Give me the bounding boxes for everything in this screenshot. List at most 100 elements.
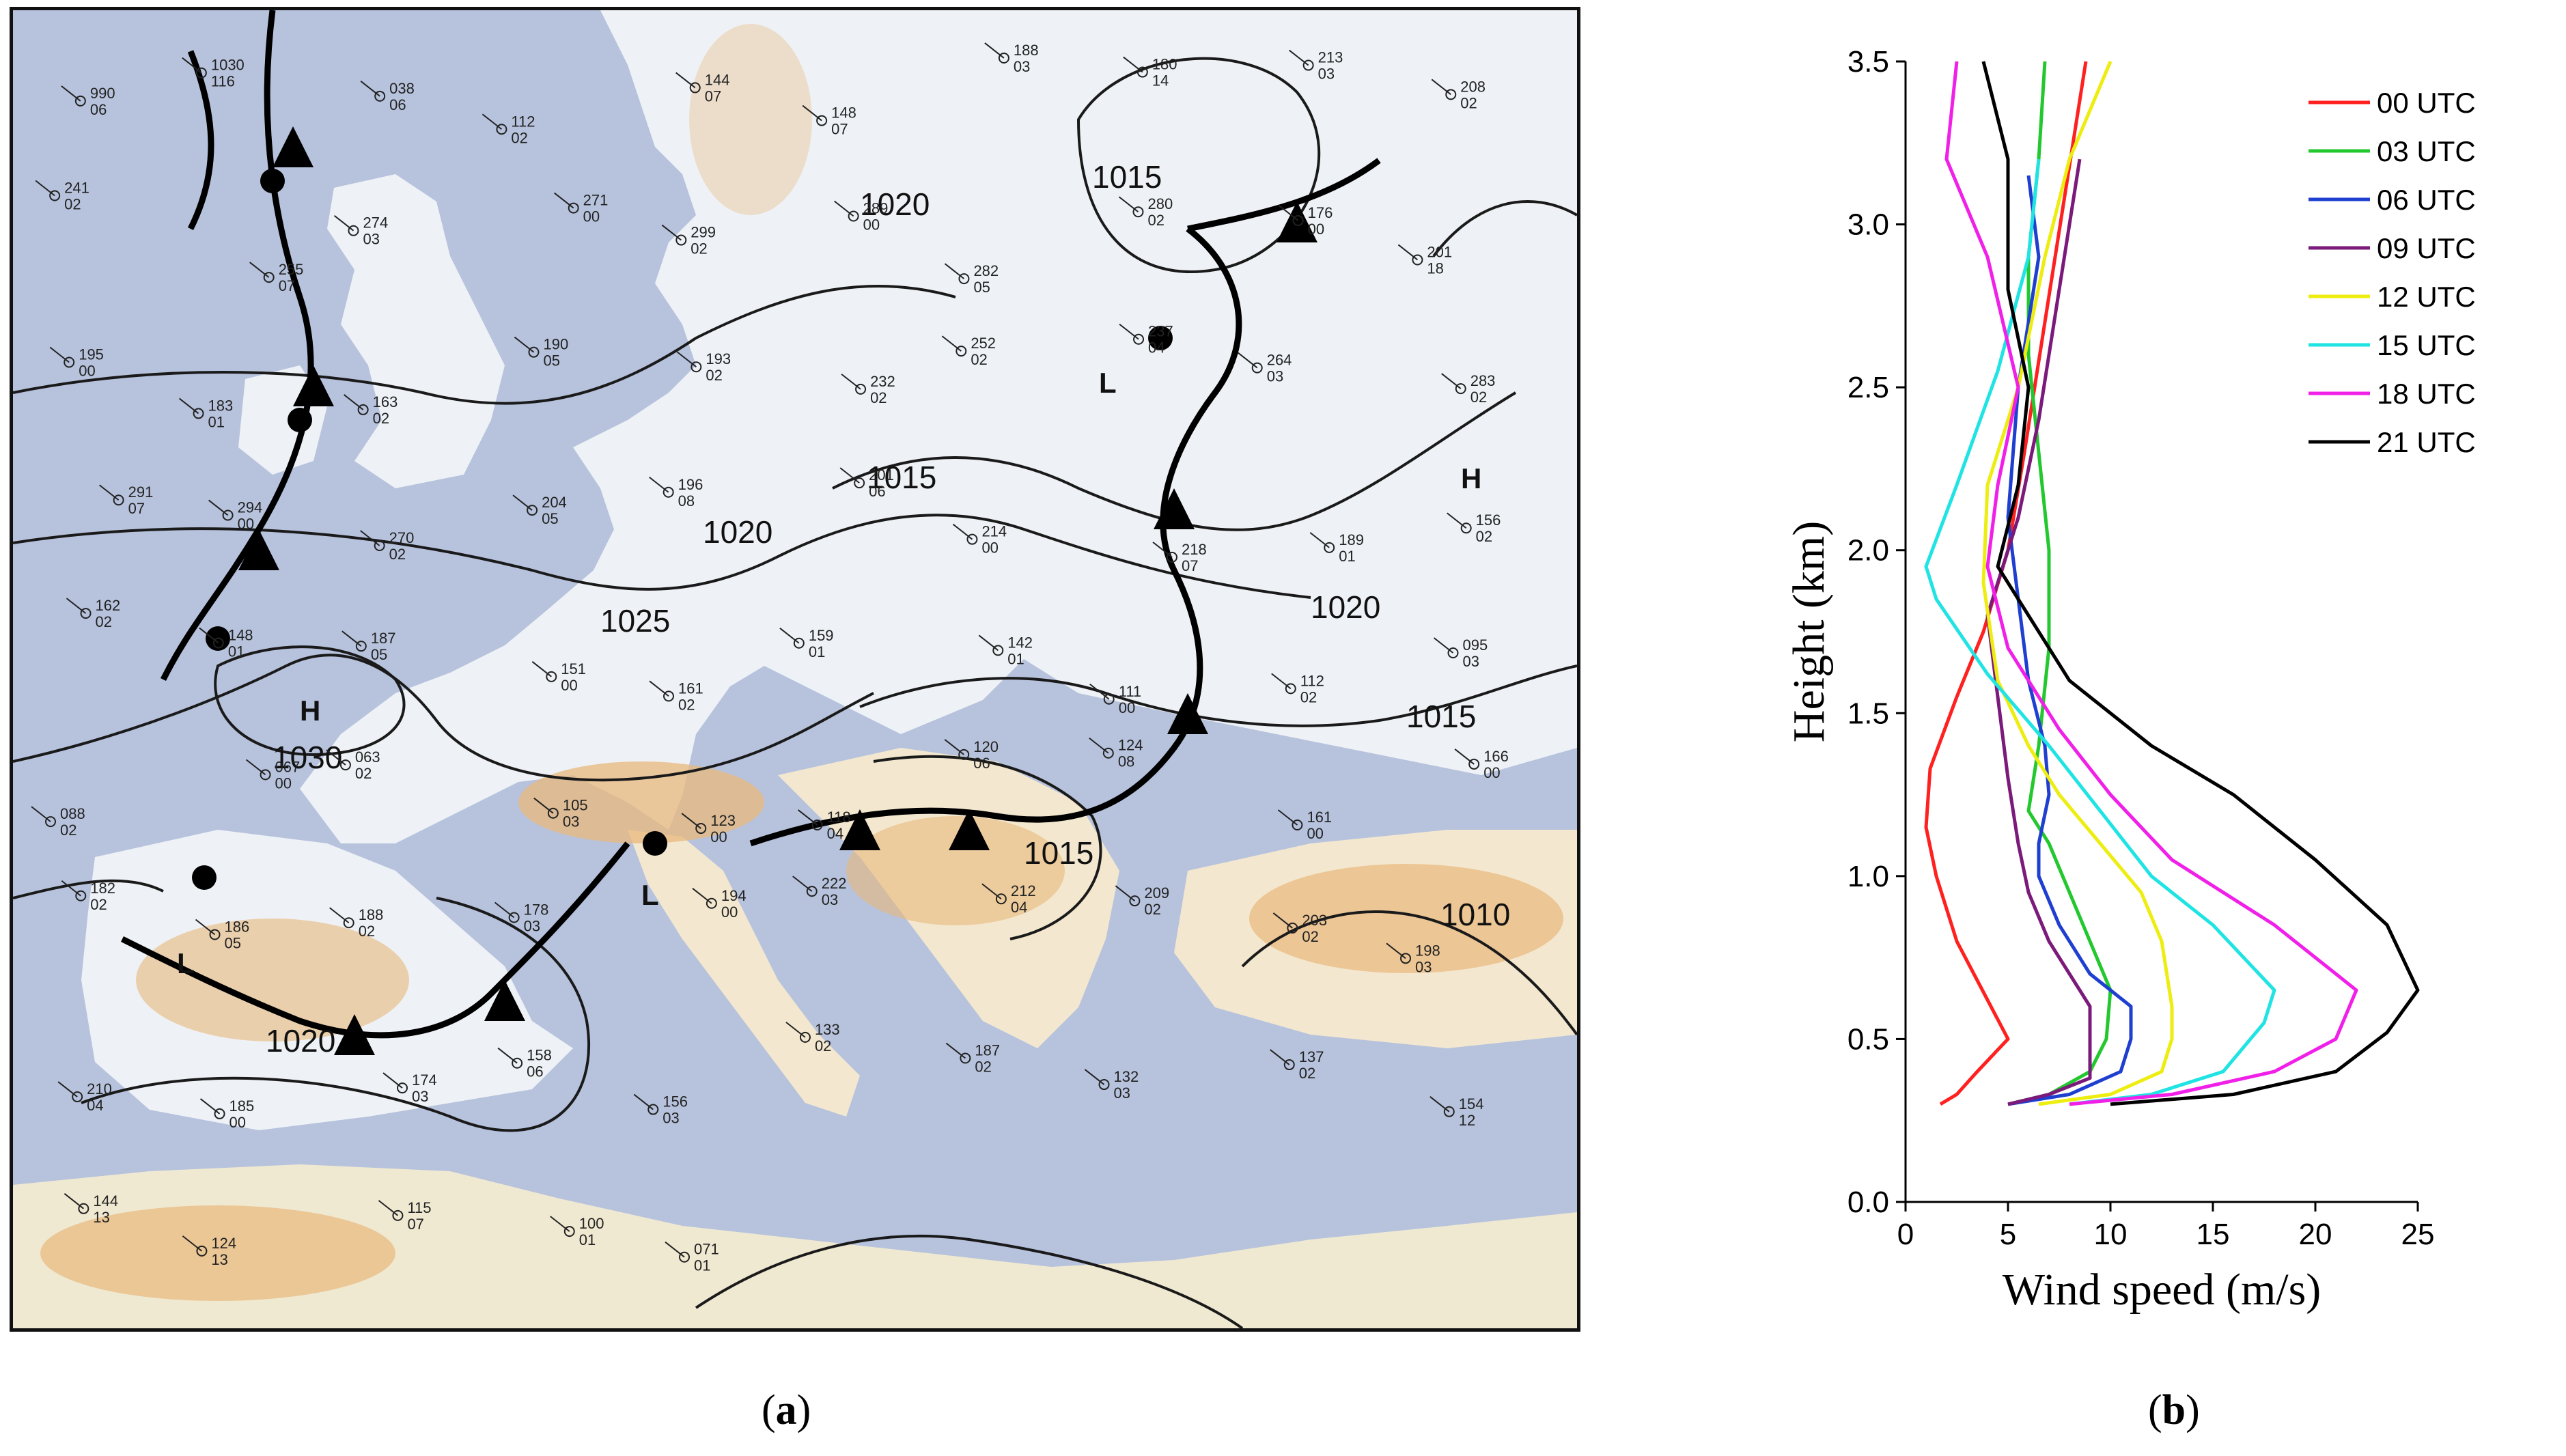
station-circle — [260, 769, 271, 781]
wind-barb — [1118, 196, 1139, 213]
wind-barb — [661, 224, 682, 241]
station-value: 176 — [1308, 204, 1333, 221]
wind-barb — [1430, 1096, 1450, 1112]
wind-barb — [944, 263, 965, 279]
station-circle — [78, 1203, 89, 1214]
wind-barb — [952, 523, 973, 540]
station-circle — [1285, 683, 1296, 695]
station-value: 04 — [1011, 899, 1027, 916]
wind-barb — [681, 813, 701, 829]
isobar-label: 1015 — [1092, 159, 1162, 195]
station-value: 156 — [663, 1093, 688, 1110]
legend-label: 21 UTC — [2377, 426, 2476, 458]
isobar-label: 1015 — [1406, 699, 1476, 734]
station-circle — [512, 1057, 523, 1069]
station-value: 07 — [128, 500, 145, 517]
wind-barb — [1084, 1069, 1105, 1085]
legend-label: 00 UTC — [2377, 87, 2476, 119]
station-value: 210 — [87, 1080, 112, 1097]
series-line-12-utc — [1981, 61, 2174, 1106]
wind-barb — [797, 809, 818, 826]
station-circle — [222, 509, 234, 521]
station-value: 03 — [1318, 66, 1335, 83]
series-line-21-utc — [1981, 61, 2420, 1106]
station-value: 204 — [542, 494, 567, 511]
wind-barb — [245, 759, 266, 776]
land-italy — [628, 830, 860, 1117]
series-line-06-utc — [2006, 175, 2133, 1106]
station-circle — [113, 494, 124, 506]
wind-barb — [99, 484, 120, 501]
isobar-label: 1025 — [600, 603, 670, 639]
wind-barb — [512, 494, 533, 511]
wind-barb — [382, 1072, 403, 1089]
station-value: 07 — [705, 87, 721, 104]
station-value: 264 — [1267, 352, 1292, 369]
station-value: 063 — [355, 748, 380, 766]
station-value: 237 — [1148, 323, 1173, 340]
station-value: 02 — [1147, 212, 1164, 229]
station-value: 06 — [389, 96, 406, 113]
land-uk — [327, 174, 505, 488]
wind-barb — [676, 351, 697, 368]
isobar-labels: 1015 1020 1025 1030 1020 1015 1020 1015 … — [266, 159, 1510, 1059]
station-value: 03 — [524, 917, 540, 934]
wind-barb — [178, 397, 199, 415]
x-tick-label: 15 — [2197, 1218, 2230, 1251]
station-value: 222 — [822, 875, 847, 892]
station-value: 00 — [981, 540, 998, 557]
station-value: 148 — [228, 626, 253, 643]
station-circle — [214, 1108, 225, 1119]
wind-barb — [1270, 1049, 1290, 1065]
station-circle — [1132, 206, 1144, 218]
station-value: 271 — [583, 192, 609, 209]
station-circle — [75, 890, 87, 901]
station-circle — [1129, 895, 1141, 907]
station-value: 124 — [211, 1235, 236, 1252]
station-value: 02 — [1476, 528, 1492, 545]
station-value: 213 — [1318, 49, 1343, 66]
series-line-00-utc — [1924, 61, 2088, 1106]
station-circle — [992, 645, 1004, 656]
station-value: 04 — [87, 1097, 103, 1114]
station-value: 05 — [542, 510, 558, 527]
station-circle — [1292, 214, 1304, 226]
station-value: 105 — [563, 797, 588, 814]
station-value: 05 — [225, 934, 241, 951]
station-value: 282 — [973, 262, 999, 279]
station-circle — [960, 1052, 971, 1064]
station-value: 00 — [721, 904, 738, 921]
wind-barb — [834, 200, 854, 217]
station-circle — [663, 690, 675, 702]
caption-panel-a: (a) — [762, 1387, 811, 1433]
station-value: 161 — [1307, 809, 1332, 826]
legend-label: 03 UTC — [2377, 135, 2476, 167]
station-circle — [392, 1209, 404, 1221]
station-value: 289 — [863, 200, 889, 217]
legend-label: 09 UTC — [2377, 232, 2476, 264]
station-value: 02 — [1300, 688, 1317, 705]
station-circle — [1292, 819, 1303, 830]
y-tick-label: 3.0 — [1847, 208, 1889, 242]
wind-barb — [978, 634, 999, 652]
station-value: 195 — [79, 346, 104, 363]
x-tick-label: 0 — [1897, 1218, 1914, 1251]
